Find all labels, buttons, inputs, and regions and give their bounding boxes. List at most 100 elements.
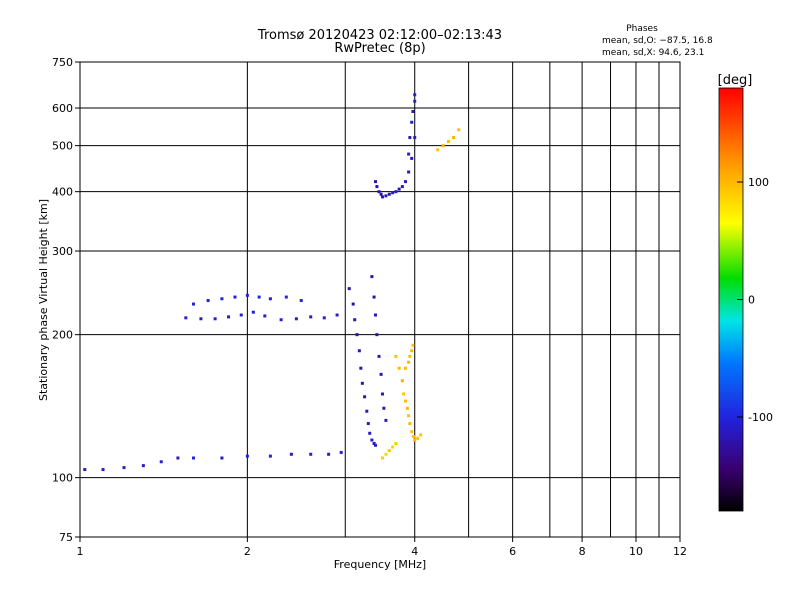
- data-point: [380, 456, 384, 460]
- data-point: [384, 418, 388, 422]
- data-point: [391, 191, 395, 195]
- data-point: [394, 442, 398, 446]
- data-point: [199, 317, 203, 321]
- phases-o-line: mean, sd,O: −87.5, 16.8: [602, 36, 713, 46]
- data-point: [413, 93, 417, 97]
- data-point: [410, 430, 414, 434]
- data-point: [397, 366, 401, 370]
- y-tick-label: 100: [52, 472, 73, 485]
- data-point: [404, 366, 408, 370]
- x-tick-label: 12: [673, 545, 687, 558]
- data-point: [402, 392, 406, 396]
- data-point: [357, 349, 361, 353]
- data-point: [411, 109, 415, 113]
- data-point: [370, 438, 374, 442]
- data-point: [359, 366, 363, 370]
- data-point: [353, 318, 357, 322]
- data-point: [309, 452, 313, 456]
- data-point: [410, 156, 414, 160]
- data-point: [213, 317, 217, 321]
- data-point: [397, 187, 401, 191]
- data-point: [327, 452, 331, 456]
- data-point: [382, 406, 386, 410]
- colorbar-tick-label: 100: [748, 176, 769, 189]
- data-point: [404, 180, 408, 184]
- data-point: [184, 316, 188, 320]
- data-point: [363, 395, 367, 399]
- data-point: [408, 136, 412, 140]
- data-point: [452, 136, 456, 140]
- data-point: [227, 315, 231, 319]
- data-point: [191, 302, 195, 306]
- data-point: [339, 450, 343, 454]
- data-point: [391, 445, 395, 449]
- data-point: [360, 381, 364, 385]
- data-point: [122, 466, 126, 470]
- chart-subtitle: RwPretec (8p): [334, 41, 425, 56]
- y-tick-label: 300: [52, 245, 73, 258]
- data-point: [387, 192, 391, 196]
- data-point: [407, 360, 411, 364]
- data-point: [370, 275, 374, 279]
- data-points: [83, 93, 461, 472]
- data-point: [351, 302, 355, 306]
- data-point: [394, 190, 398, 194]
- y-tick-label: 600: [52, 102, 73, 115]
- data-point: [299, 299, 303, 303]
- y-tick-label: 750: [52, 56, 73, 69]
- data-point: [373, 443, 377, 447]
- data-point: [416, 436, 420, 440]
- phases-title: Phases: [626, 24, 658, 34]
- data-point: [410, 349, 414, 353]
- data-point: [220, 456, 224, 460]
- data-point: [377, 354, 381, 358]
- colorbar-tick-label: -100: [748, 411, 773, 424]
- data-point: [268, 454, 272, 458]
- data-point: [233, 295, 237, 299]
- data-point: [404, 399, 408, 403]
- data-point: [441, 144, 445, 148]
- data-point: [407, 414, 411, 418]
- data-point: [408, 422, 412, 426]
- data-point: [380, 195, 384, 199]
- data-point: [400, 185, 404, 189]
- data-point: [176, 456, 180, 460]
- data-point: [355, 333, 359, 337]
- data-point: [377, 190, 381, 194]
- data-point: [279, 318, 283, 322]
- data-point: [410, 120, 414, 124]
- x-tick-label: 4: [411, 545, 418, 558]
- data-point: [411, 343, 415, 347]
- data-point: [284, 295, 288, 299]
- y-axis-label: Stationary phase Virtual Height [km]: [37, 199, 50, 401]
- data-point: [191, 456, 195, 460]
- data-point: [379, 372, 383, 376]
- data-point: [387, 449, 391, 453]
- data-point: [268, 297, 272, 301]
- data-point: [263, 314, 267, 318]
- data-point: [220, 297, 224, 301]
- data-point: [405, 406, 409, 410]
- data-point: [407, 152, 411, 156]
- x-tick-label: 6: [509, 545, 516, 558]
- data-point: [436, 148, 440, 152]
- data-point: [368, 431, 372, 435]
- data-point: [419, 433, 423, 437]
- data-point: [141, 464, 145, 468]
- data-point: [239, 313, 243, 317]
- data-point: [412, 435, 416, 439]
- data-point: [366, 422, 370, 426]
- data-point: [257, 295, 261, 299]
- x-tick-label: 10: [629, 545, 643, 558]
- data-point: [294, 317, 298, 321]
- data-point: [375, 185, 379, 189]
- y-tick-label: 75: [59, 531, 73, 544]
- colorbar-label: [deg]: [718, 73, 753, 88]
- data-point: [289, 452, 293, 456]
- data-point: [335, 313, 339, 317]
- data-point: [380, 392, 384, 396]
- data-point: [408, 354, 412, 358]
- data-point: [394, 354, 398, 358]
